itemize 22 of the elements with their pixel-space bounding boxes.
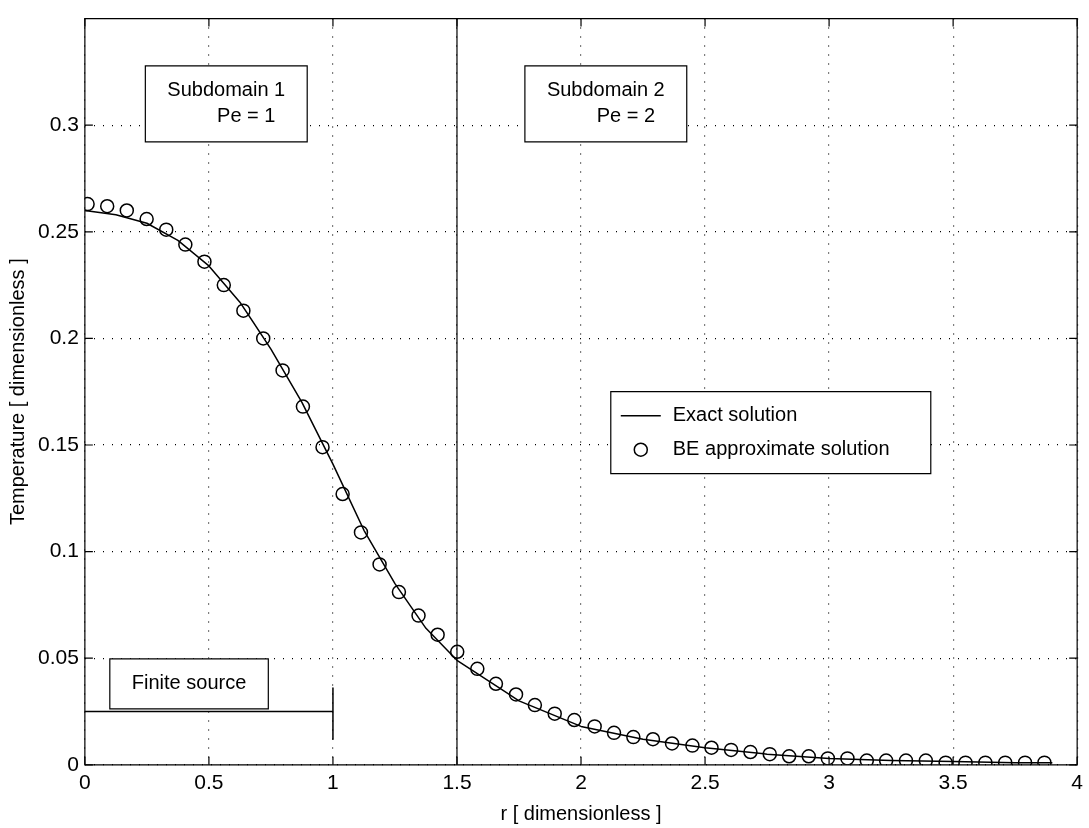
x-tick-label: 3.5 [938,770,968,794]
y-axis-title: Temperature [ dimensionless ] [5,258,28,526]
x-tick-label: 3 [823,770,835,794]
annotation: Finite source [131,671,247,694]
y-tick-label: 0.2 [49,325,79,349]
y-tick-label: 0.1 [49,538,79,562]
x-tick-label: 1.5 [442,770,472,794]
x-tick-label: 2 [575,770,587,794]
x-tick-label: 1 [327,770,339,794]
y-tick-label: 0 [67,751,79,775]
x-tick-label: 2.5 [690,770,720,794]
y-tick-label: 0.05 [38,645,79,668]
legend-label: Exact solution [672,403,798,426]
y-tick-label: 0.3 [49,112,79,135]
x-tick-label: 4 [1071,770,1084,794]
x-axis-title: r [ dimensionless ] [500,801,662,824]
y-tick-label: 0.15 [38,431,79,455]
annotation: Subdomain 2 Pe = 2 [546,78,665,127]
y-tick-label: 0.25 [38,218,79,242]
legend-label: BE approximate solution [672,437,890,460]
x-tick-label: 0.5 [194,770,224,794]
annotation: Subdomain 1 Pe = 1 [167,78,286,127]
